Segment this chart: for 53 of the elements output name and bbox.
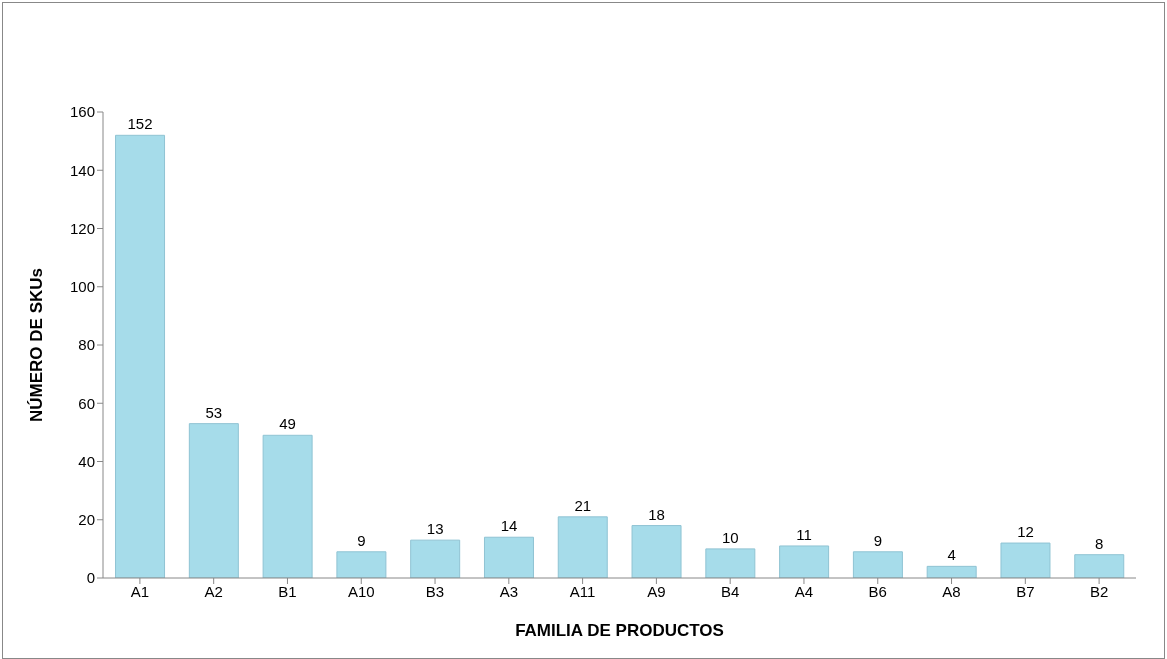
x-tick-label: B2	[1089, 582, 1109, 600]
y-axis-title: NÚMERO DE SKUs	[27, 268, 47, 422]
x-tick-label: A9	[647, 582, 666, 600]
bar	[336, 551, 387, 578]
data-label: 49	[279, 415, 296, 433]
y-tick-label: 120	[69, 219, 95, 237]
x-axis-title: FAMILIA DE PRODUCTOS	[515, 621, 724, 640]
data-label: 11	[796, 525, 812, 543]
data-label: 8	[1095, 534, 1104, 552]
data-label: 53	[205, 403, 223, 421]
data-label: 4	[947, 546, 956, 564]
data-label: 152	[127, 115, 153, 133]
x-tick-label: B6	[868, 582, 887, 600]
x-tick-label: A8	[942, 582, 961, 600]
data-label: 21	[574, 496, 592, 514]
x-tick-label: A3	[499, 582, 518, 600]
y-tick-label: 160	[69, 103, 95, 121]
x-tick-label: A1	[130, 582, 150, 600]
bar	[1000, 542, 1051, 578]
bar	[705, 548, 756, 578]
bar	[188, 423, 239, 578]
y-tick-label: 100	[69, 278, 95, 296]
y-tick-label: 80	[78, 336, 95, 354]
bar	[631, 525, 682, 578]
bar	[410, 539, 461, 578]
bar	[779, 545, 830, 578]
x-tick-label: A11	[569, 582, 596, 600]
bar	[483, 536, 534, 578]
x-tick-label: A2	[204, 582, 223, 600]
y-tick-label: 20	[78, 511, 95, 529]
data-label: 9	[357, 531, 366, 549]
data-label: 14	[500, 517, 518, 535]
x-tick-label: A4	[794, 582, 814, 600]
bar	[926, 565, 977, 578]
data-label: 18	[648, 505, 665, 523]
y-tick-label: 0	[86, 569, 95, 587]
data-label: 13	[426, 520, 444, 538]
bar	[262, 434, 313, 578]
bar	[557, 516, 608, 578]
y-tick-label: 40	[78, 452, 95, 470]
data-label: 12	[1017, 523, 1034, 541]
x-tick-label: A10	[347, 582, 375, 600]
x-tick-label: B4	[721, 582, 740, 600]
bar	[1074, 554, 1125, 578]
x-tick-label: B7	[1016, 582, 1035, 600]
data-label: 9	[873, 531, 883, 549]
data-label: 10	[721, 528, 739, 546]
x-tick-label: B1	[278, 582, 297, 600]
bar	[852, 551, 903, 578]
x-tick-label: B3	[425, 582, 445, 600]
y-tick-label: 60	[78, 394, 95, 412]
bar	[115, 134, 166, 578]
y-tick-label: 140	[69, 161, 95, 179]
